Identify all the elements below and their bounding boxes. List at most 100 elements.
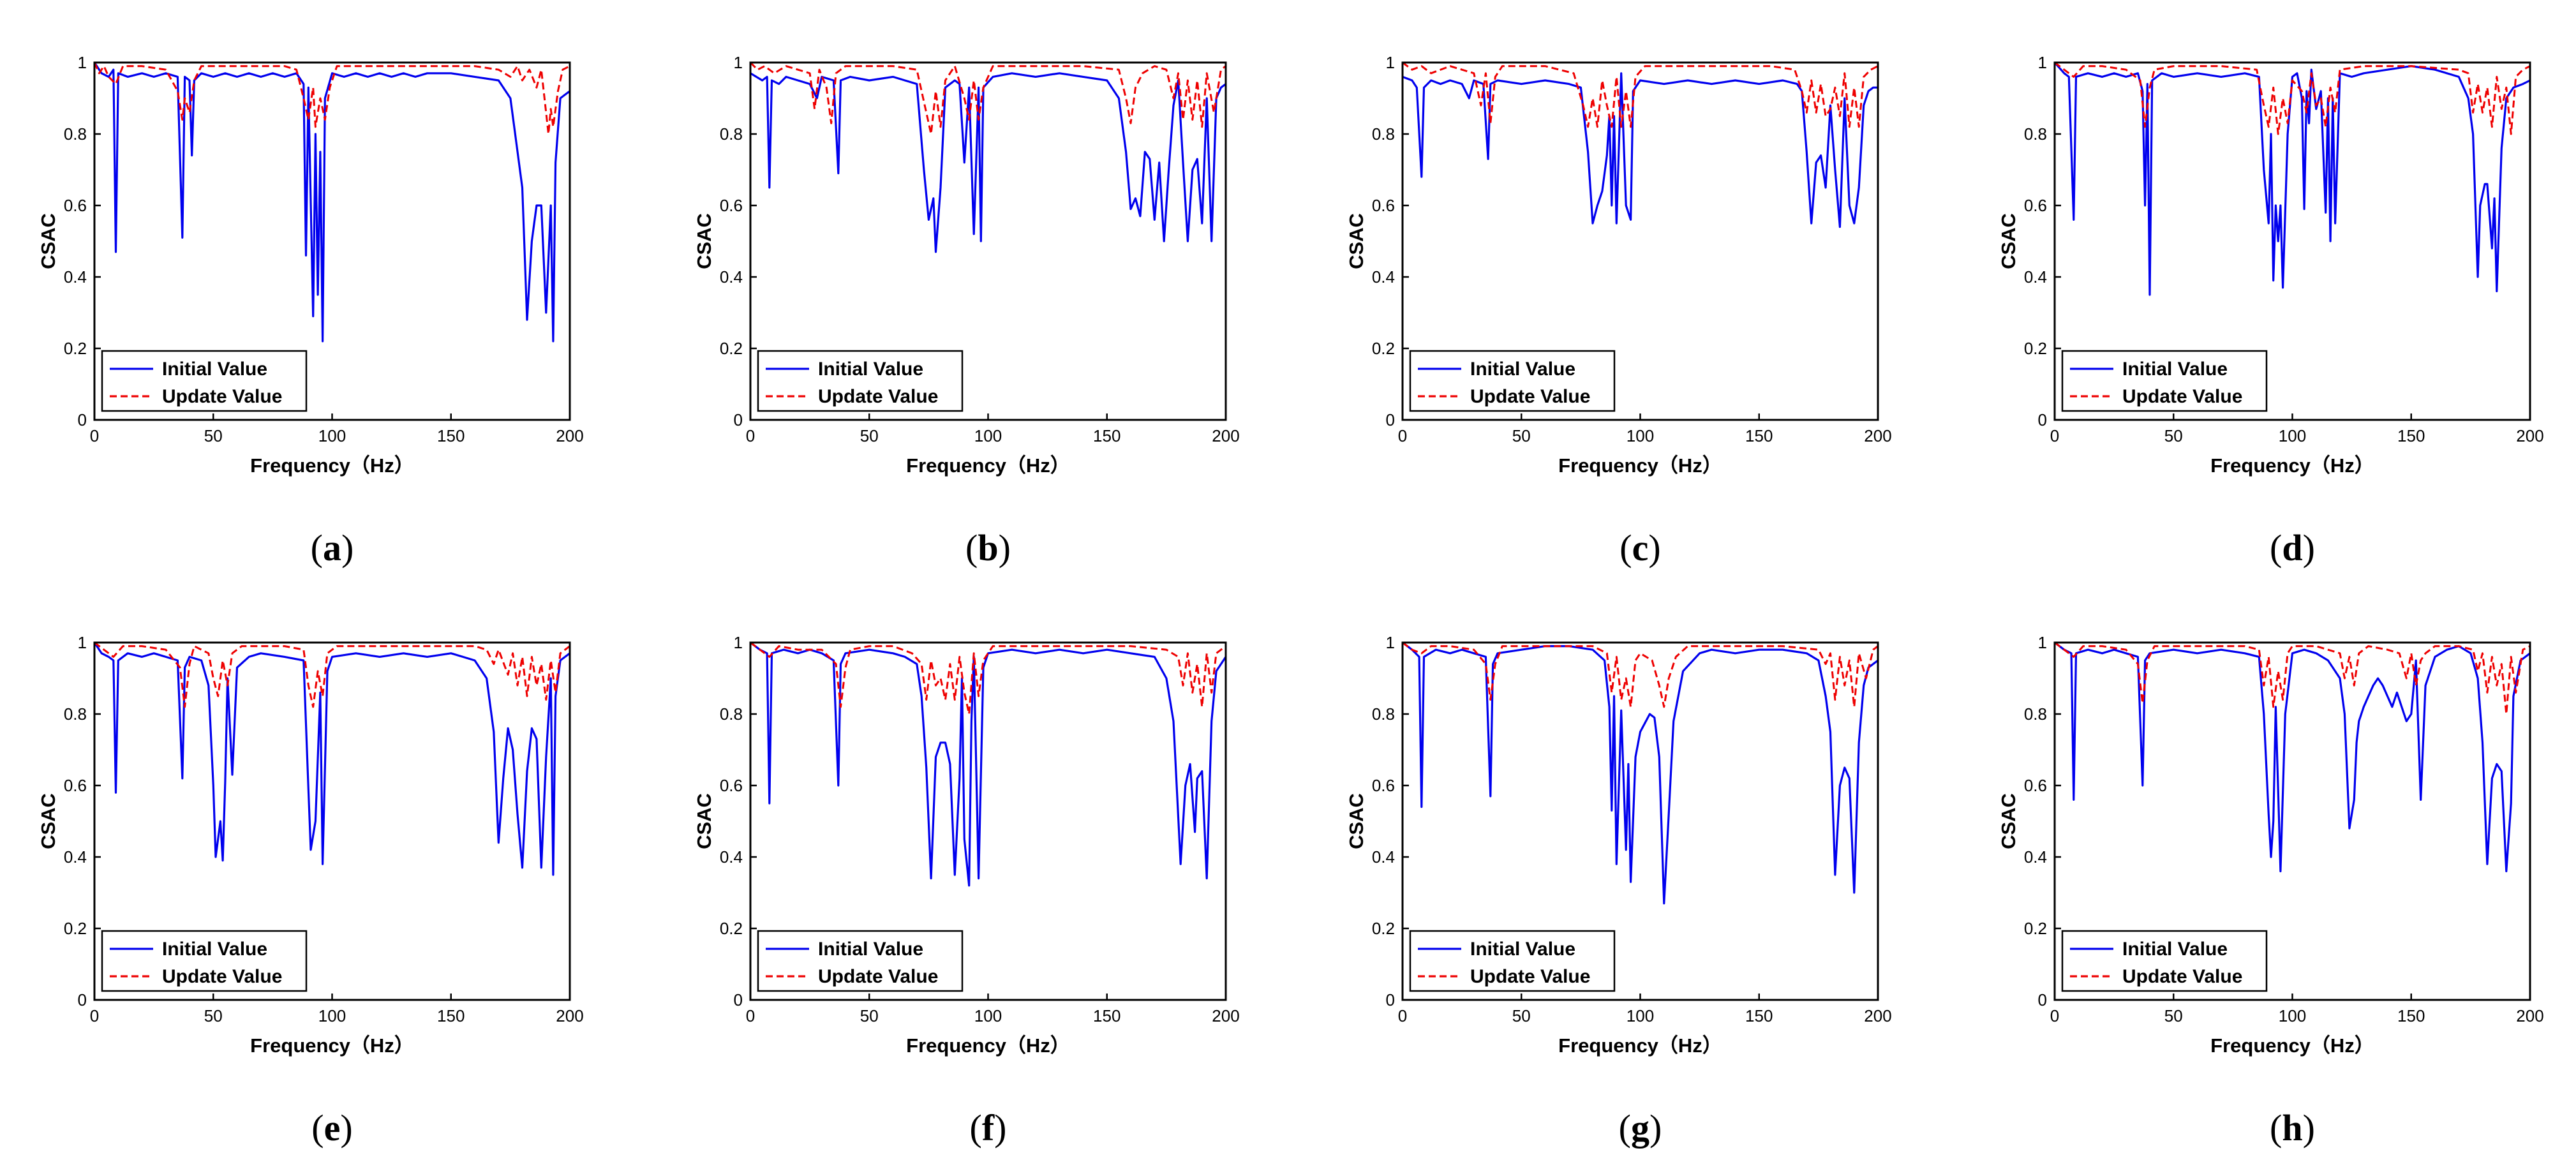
initial-value-legend-label: Initial Value <box>162 939 267 960</box>
y-axis-title: CSAC <box>1997 213 2020 269</box>
x-tick-label: 200 <box>1864 426 1891 445</box>
x-tick-label: 100 <box>974 426 1002 445</box>
x-tick-label: 50 <box>860 426 879 445</box>
legend-box <box>1409 930 1616 992</box>
x-tick-label: 150 <box>1745 1006 1773 1025</box>
chart-panel-f: 0 50 100 150 200 0 0.2 0.4 0.6 0.8 1 Frequency（Hz） C… <box>693 633 1240 1149</box>
x-tick-label: 50 <box>1512 426 1531 445</box>
x-tick-label: 150 <box>2397 426 2425 445</box>
y-tick-label: 0.4 <box>64 267 87 287</box>
x-tick-label: 100 <box>318 426 346 445</box>
x-tick-label: 0 <box>90 426 99 445</box>
update-value-line <box>749 61 1226 135</box>
initial-value-legend-label: Initial Value <box>818 359 923 380</box>
y-tick-label: 0.8 <box>1372 124 1395 144</box>
initial-value-line <box>750 72 1226 253</box>
update-value-line <box>1402 641 1879 708</box>
y-tick-label: 0.2 <box>64 919 87 938</box>
initial-value-legend-label: Initial Value <box>1470 939 1575 960</box>
initial-value-line <box>93 642 570 876</box>
y-tick-label: 0.4 <box>720 847 743 867</box>
y-tick-label: 0.6 <box>2024 196 2047 215</box>
x-axis-title: Frequency（Hz） <box>250 454 414 477</box>
update-value-legend-label: Update Value <box>162 966 282 987</box>
y-tick-label: 0.4 <box>2024 847 2047 867</box>
y-tick-label: 0.2 <box>1372 919 1395 938</box>
update-value-line <box>750 641 1226 715</box>
y-tick-label: 0 <box>734 990 743 1009</box>
x-tick-label: 0 <box>1398 1006 1407 1025</box>
x-tick-label: 150 <box>437 1006 465 1025</box>
legend-box <box>2061 350 2268 412</box>
legend: Initial Value Update Value <box>101 350 308 412</box>
initial-value-line <box>2053 61 2531 296</box>
y-axis-title: CSAC <box>37 793 59 849</box>
x-tick-label: 0 <box>1398 426 1407 445</box>
x-tick-label: 100 <box>318 1006 346 1025</box>
legend: Initial Value Update Value <box>757 350 964 412</box>
panel-label: (f) <box>970 1107 1007 1149</box>
update-value-line <box>1402 61 1879 128</box>
x-tick-label: 150 <box>437 426 465 445</box>
y-tick-label: 0.2 <box>1372 339 1395 358</box>
panel-label: (g) <box>1619 1107 1662 1149</box>
update-value-line <box>2054 61 2531 135</box>
update-value-legend-label: Update Value <box>818 386 938 407</box>
y-tick-label: 0.6 <box>64 776 87 795</box>
x-tick-label: 0 <box>746 1006 755 1025</box>
initial-value-legend-label: Initial Value <box>818 939 923 960</box>
legend: Initial Value Update Value <box>2061 350 2268 412</box>
y-tick-label: 0.6 <box>720 776 743 795</box>
x-tick-label: 100 <box>974 1006 1002 1025</box>
x-tick-label: 50 <box>2164 1006 2183 1025</box>
y-tick-label: 1 <box>2038 633 2047 652</box>
legend: Initial Value Update Value <box>2061 930 2268 992</box>
x-tick-label: 0 <box>2050 1006 2059 1025</box>
y-tick-label: 1 <box>734 53 743 72</box>
x-tick-label: 150 <box>2397 1006 2425 1025</box>
y-tick-label: 0.8 <box>1372 704 1395 724</box>
x-tick-label: 100 <box>2279 1006 2306 1025</box>
x-tick-label: 200 <box>1212 426 1239 445</box>
y-axis-title: CSAC <box>693 213 715 269</box>
y-tick-label: 0.8 <box>64 704 87 724</box>
update-value-line <box>94 641 570 708</box>
panel-label: (e) <box>311 1107 352 1149</box>
y-axis-title: CSAC <box>1345 213 1367 269</box>
panel-label: (a) <box>311 527 354 569</box>
legend-box <box>757 930 964 992</box>
y-tick-label: 0.8 <box>720 704 743 724</box>
chart-panel-c: 0 50 100 150 200 0 0.2 0.4 0.6 0.8 1 Frequency（Hz） C… <box>1345 53 1892 569</box>
update-value-legend-label: Update Value <box>2122 386 2242 407</box>
y-tick-label: 0 <box>2038 990 2047 1009</box>
y-tick-label: 0.6 <box>1372 776 1395 795</box>
chart-panel-a: 0 50 100 150 200 0 0.2 0.4 0.6 0.8 1 Frequency（Hz） C… <box>37 53 584 569</box>
y-tick-label: 0.2 <box>64 339 87 358</box>
chart-panel-b: 0 50 100 150 200 0 0.2 0.4 0.6 0.8 1 Frequency（Hz） C… <box>693 53 1240 569</box>
legend-box <box>2061 930 2268 992</box>
x-tick-label: 200 <box>1212 1006 1239 1025</box>
y-tick-label: 0 <box>734 410 743 429</box>
y-tick-label: 0.6 <box>720 196 743 215</box>
y-tick-label: 1 <box>78 633 87 652</box>
x-axis-title: Frequency（Hz） <box>906 1034 1070 1057</box>
y-tick-label: 0.2 <box>2024 339 2047 358</box>
panel-label: (b) <box>965 527 1011 569</box>
y-tick-label: 0.4 <box>720 267 743 287</box>
x-tick-label: 50 <box>204 1006 223 1025</box>
y-axis-title: CSAC <box>37 213 59 269</box>
update-value-legend-label: Update Value <box>162 386 282 407</box>
y-tick-label: 0 <box>1386 410 1395 429</box>
y-tick-label: 0.8 <box>720 124 743 144</box>
y-tick-label: 0.6 <box>64 196 87 215</box>
x-tick-label: 50 <box>2164 426 2183 445</box>
x-tick-label: 200 <box>2516 1006 2543 1025</box>
legend-box <box>757 350 964 412</box>
initial-value-legend-label: Initial Value <box>162 359 267 380</box>
y-axis-title: CSAC <box>1997 793 2020 849</box>
x-tick-label: 50 <box>1512 1006 1531 1025</box>
y-tick-label: 0 <box>1386 990 1395 1009</box>
x-tick-label: 0 <box>746 426 755 445</box>
update-value-legend-label: Update Value <box>1470 966 1590 987</box>
update-value-line <box>93 62 570 135</box>
